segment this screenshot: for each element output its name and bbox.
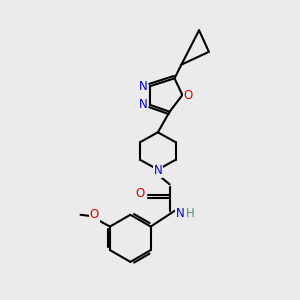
Text: O: O (90, 208, 99, 221)
Text: N: N (139, 98, 148, 111)
Text: N: N (154, 164, 162, 177)
Text: H: H (186, 207, 195, 220)
Text: O: O (184, 88, 193, 101)
Text: O: O (136, 187, 145, 200)
Text: N: N (176, 207, 185, 220)
Text: N: N (139, 80, 148, 93)
